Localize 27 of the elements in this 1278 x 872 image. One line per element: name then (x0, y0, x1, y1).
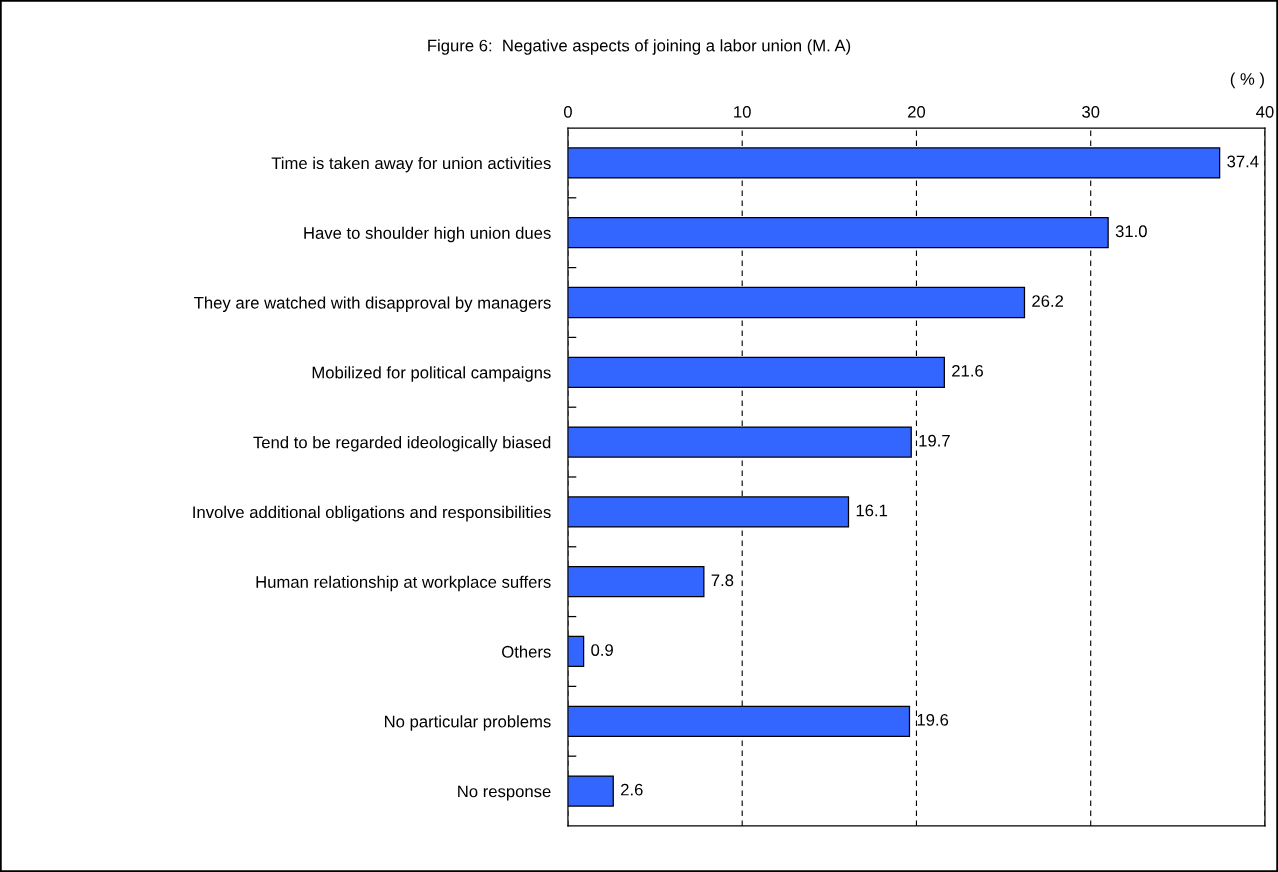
data-label: 16.1 (856, 504, 888, 517)
x-tick-label: 40 (1256, 105, 1274, 118)
data-label: 7.8 (711, 574, 734, 587)
y-tick-label: Mobilized for political campaigns (312, 366, 551, 382)
data-label: 19.7 (919, 434, 950, 447)
x-tick-label: 20 (908, 105, 926, 118)
y-tick-label: No particular problems (385, 715, 551, 731)
data-label: 26.2 (1032, 295, 1064, 307)
y-tick-label: They are watched with disapproval by managers (194, 296, 551, 312)
y-tick-label: Human relationship at workplace suffers (256, 575, 551, 592)
y-tick-label: No response (458, 785, 551, 801)
x-tick-label: 0 (563, 105, 572, 118)
y-tick-label: Others (502, 645, 551, 658)
data-label: 31.0 (1115, 225, 1147, 238)
data-label: 0.9 (591, 644, 613, 656)
y-tick-label: Have to shoulder high union dues (304, 226, 551, 243)
x-axis-title: ( % ) (1230, 72, 1264, 89)
y-tick-label: Time is taken away for union activities (271, 156, 551, 173)
data-label: 37.4 (1227, 155, 1259, 168)
chart-title: Figure 6: Negative aspects of joining a labor union (M. A) (428, 39, 851, 55)
y-tick-label: Involve additional obligations and responsibilities (193, 505, 551, 522)
data-label: 19.6 (917, 713, 949, 726)
data-label: 21.6 (952, 364, 983, 377)
data-label: 2.6 (621, 783, 643, 796)
x-tick-label: 30 (1082, 105, 1100, 118)
x-tick-label: 10 (734, 105, 751, 118)
y-tick-label: Tend to be regarded ideologically biased (253, 436, 551, 452)
